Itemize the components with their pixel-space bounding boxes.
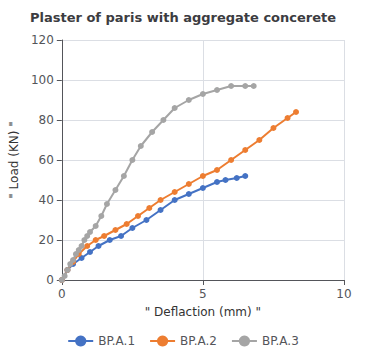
svg-text:" Deflaction (mm) ": " Deflaction (mm) " [145,305,261,319]
svg-text:80: 80 [39,113,54,127]
svg-text:BP.A.3: BP.A.3 [262,334,299,348]
svg-text:0: 0 [46,273,54,287]
svg-text:120: 120 [31,33,54,47]
svg-text:Plaster of paris with aggregat: Plaster of paris with aggregate conceret… [30,10,336,25]
svg-text:100: 100 [31,73,54,87]
svg-text:20: 20 [39,233,54,247]
svg-text:BP.A.1: BP.A.1 [98,334,135,348]
svg-text:40: 40 [39,193,54,207]
svg-text:" Load (KN) ": " Load (KN) " [7,121,21,198]
svg-text:BP.A.2: BP.A.2 [180,334,217,348]
svg-text:5: 5 [199,287,207,301]
svg-text:60: 60 [39,153,54,167]
svg-text:0: 0 [58,287,66,301]
svg-text:10: 10 [336,287,351,301]
